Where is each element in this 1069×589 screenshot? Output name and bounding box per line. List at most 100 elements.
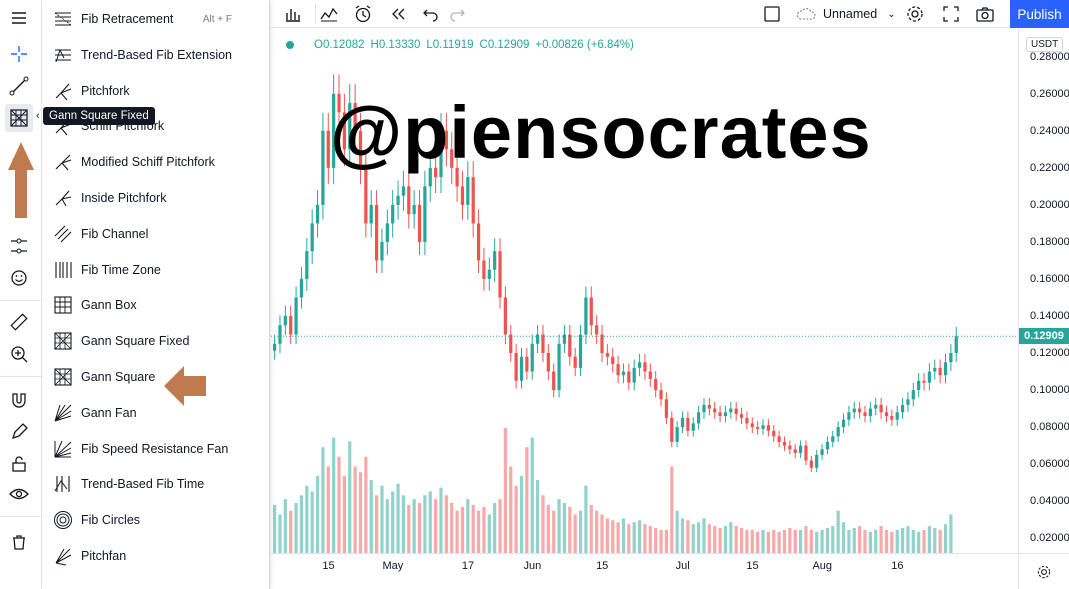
y-tick-label: 0.26000 [1030, 87, 1069, 100]
smiley-icon[interactable] [5, 264, 33, 292]
replay-icon[interactable] [387, 2, 411, 26]
menu-item-gann-square[interactable]: Gann Square [43, 359, 270, 395]
candle [487, 257, 491, 291]
fullscreen-icon[interactable] [939, 2, 963, 26]
y-tick-label: 0.22000 [1030, 161, 1069, 174]
gann-square-fixed-icon[interactable] [5, 104, 33, 132]
menu-item-gann-fan[interactable]: Gann Fan [43, 395, 270, 431]
candle [299, 267, 304, 309]
layout-selector[interactable]: Unnamed ⌄ [795, 2, 905, 26]
volume-bar [476, 510, 481, 553]
eye-icon[interactable] [5, 480, 33, 508]
checkbox-icon[interactable] [761, 2, 783, 26]
candle [450, 132, 454, 185]
volume-bar [487, 514, 491, 553]
menu-item-gann-square-fixed[interactable]: Gann Square Fixed [43, 323, 270, 359]
volume-bar [519, 476, 524, 553]
prediction-tools-icon[interactable] [5, 232, 33, 260]
candle [273, 334, 277, 360]
indicators-icon[interactable] [315, 2, 343, 26]
menu-item-label: Pitchfan [81, 549, 127, 563]
volume-bar [471, 504, 475, 553]
crosshair-icon[interactable] [5, 40, 33, 68]
fib-time-icon [51, 472, 75, 496]
candle [949, 344, 953, 371]
menu-item-gann-box[interactable]: Gann Box [43, 287, 270, 323]
annotation-arrow-left-icon [164, 366, 206, 406]
candle [632, 359, 636, 391]
candle [659, 382, 663, 407]
volume-bar [514, 485, 518, 553]
volume-bar [450, 503, 454, 553]
volume-bar [654, 528, 658, 553]
undo-icon[interactable] [419, 2, 443, 26]
candle [761, 419, 765, 435]
chevron-down-icon: ⌄ [887, 8, 896, 20]
candle [643, 353, 647, 380]
volume-bar [777, 531, 781, 553]
menu-item-label: Pitchfork [81, 83, 130, 98]
candle [825, 436, 830, 455]
menu-item-fib-channel[interactable]: Fib Channel [43, 216, 270, 252]
menu-item-inside-pitchfork[interactable]: Inside Pitchfork [43, 180, 270, 216]
volume-bar [632, 522, 636, 553]
menu-item-fib-time[interactable]: Trend-Based Fib Time [43, 466, 270, 502]
x-tick-label: 17 [461, 560, 475, 572]
chart-settings-icon[interactable] [1018, 553, 1069, 589]
menu-item-fib-speed-fan[interactable]: Fib Speed Resistance Fan [43, 431, 270, 467]
candle [568, 324, 572, 366]
candle [423, 170, 427, 256]
gear-icon[interactable] [903, 2, 927, 26]
camera-icon[interactable] [973, 2, 997, 26]
hamburger-menu-icon[interactable] [5, 4, 33, 32]
candle [380, 228, 384, 274]
candle [546, 344, 550, 380]
y-tick-label: 0.24000 [1030, 124, 1069, 137]
currency-label[interactable]: USDT [1026, 37, 1064, 52]
bar-chart-type-icon[interactable] [281, 2, 305, 26]
candle [289, 305, 293, 345]
redo-icon[interactable] [445, 2, 469, 26]
menu-item-label: Gann Fan [81, 405, 137, 420]
volume-bar [498, 499, 502, 553]
candle [906, 392, 910, 412]
trend-line-icon[interactable] [5, 72, 33, 100]
menu-item-fib-extension[interactable]: Trend-Based Fib Extension [43, 37, 270, 73]
zoom-in-icon[interactable] [5, 340, 33, 368]
volume-bar [557, 499, 561, 553]
price-chart[interactable] [271, 29, 1018, 553]
menu-item-pitchfork[interactable]: Pitchfork [43, 73, 270, 109]
fib-channel-icon [51, 222, 75, 246]
gann-box-icon [51, 293, 75, 317]
candle [777, 430, 781, 448]
menu-item-fib-retracement[interactable]: Fib Retracement Alt + F [43, 1, 270, 37]
candle [369, 190, 373, 238]
candle [938, 359, 942, 384]
x-tick-label: 16 [891, 560, 904, 572]
volume-bar [573, 514, 577, 553]
publish-button[interactable]: Publish [1010, 0, 1069, 28]
candle [922, 373, 926, 391]
volume-bar [535, 479, 540, 553]
volume-bar [562, 503, 567, 553]
alert-clock-icon[interactable] [349, 2, 377, 26]
menu-item-label: Fib Time Zone [81, 262, 161, 277]
stay-in-drawing-mode-icon[interactable] [5, 418, 33, 446]
menu-item-pitchfan[interactable]: Pitchfan [43, 538, 270, 574]
volume-bar [707, 524, 711, 553]
volume-bar [283, 499, 287, 553]
volume-bar [723, 526, 728, 553]
lock-icon[interactable] [5, 450, 33, 478]
ruler-icon[interactable] [5, 308, 33, 336]
menu-item-fib-time-zone[interactable]: Fib Time Zone [43, 252, 270, 288]
candle [729, 401, 733, 419]
candle [616, 355, 620, 384]
price-axis[interactable] [1018, 29, 1069, 553]
menu-item-fib-circles[interactable]: Fib Circles [43, 502, 270, 538]
time-axis[interactable] [271, 553, 1018, 589]
volume-bar [627, 524, 631, 553]
volume-bar [589, 504, 593, 553]
trash-icon[interactable] [5, 528, 33, 556]
magnet-icon[interactable] [5, 386, 33, 414]
menu-item-modified-schiff-pitchfork[interactable]: Modified Schiff Pitchfork [43, 144, 270, 180]
